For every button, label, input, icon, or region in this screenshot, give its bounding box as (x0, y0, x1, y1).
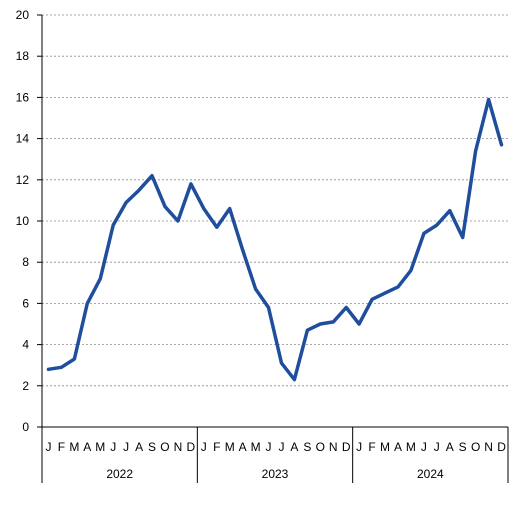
x-month-label: J (278, 440, 284, 454)
x-month-label: A (394, 440, 402, 454)
x-month-label: O (160, 440, 169, 454)
x-month-label: N (329, 440, 338, 454)
series-line (46, 97, 504, 382)
x-month-label: J (123, 440, 129, 454)
x-month-label: J (356, 440, 362, 454)
x-month-label: A (239, 440, 247, 454)
x-month-label: N (484, 440, 493, 454)
x-month-label: D (187, 440, 196, 454)
y-tick-label: 16 (16, 90, 30, 104)
x-month-label: A (290, 440, 298, 454)
x-year-label: 2024 (417, 467, 444, 481)
x-month-label: S (303, 440, 311, 454)
series-group (46, 97, 504, 382)
x-month-label: M (95, 440, 105, 454)
x-month-label: O (471, 440, 480, 454)
x-month-label: F (368, 440, 375, 454)
x-month-label: A (83, 440, 91, 454)
x-month-label: J (45, 440, 51, 454)
x-month-label: J (201, 440, 207, 454)
x-month-label: D (342, 440, 351, 454)
x-month-label: D (497, 440, 506, 454)
y-axis-tick-labels: 0 2 4 6 8 10 12 14 16 18 20 (16, 8, 42, 434)
gridlines (42, 14, 508, 387)
x-month-label: N (174, 440, 183, 454)
y-tick-label: 8 (22, 255, 29, 269)
x-month-label: S (148, 440, 156, 454)
y-tick-label: 2 (22, 379, 29, 393)
x-month-label: J (421, 440, 427, 454)
y-tick-label: 12 (16, 173, 30, 187)
x-month-label: A (446, 440, 454, 454)
y-tick-label: 0 (22, 420, 29, 434)
x-axis-year-labels: 2022 2023 2024 (106, 427, 509, 483)
x-month-label: A (135, 440, 143, 454)
x-month-label: J (434, 440, 440, 454)
y-tick-label: 10 (16, 214, 30, 228)
x-month-label: F (58, 440, 65, 454)
y-tick-label: 20 (16, 8, 30, 22)
x-month-label: F (213, 440, 220, 454)
x-month-label: M (69, 440, 79, 454)
y-tick-label: 18 (16, 49, 30, 63)
axes (41, 15, 508, 483)
x-year-label: 2022 (106, 467, 133, 481)
x-month-label: J (266, 440, 272, 454)
x-month-label: J (110, 440, 116, 454)
x-month-label: M (225, 440, 235, 454)
x-month-label: M (406, 440, 416, 454)
x-month-label: O (316, 440, 325, 454)
y-tick-label: 14 (16, 132, 30, 146)
y-tick-label: 4 (22, 338, 29, 352)
x-month-label: S (459, 440, 467, 454)
x-month-label: M (380, 440, 390, 454)
x-year-label: 2023 (262, 467, 289, 481)
x-month-label: M (251, 440, 261, 454)
y-tick-label: 6 (22, 296, 29, 310)
